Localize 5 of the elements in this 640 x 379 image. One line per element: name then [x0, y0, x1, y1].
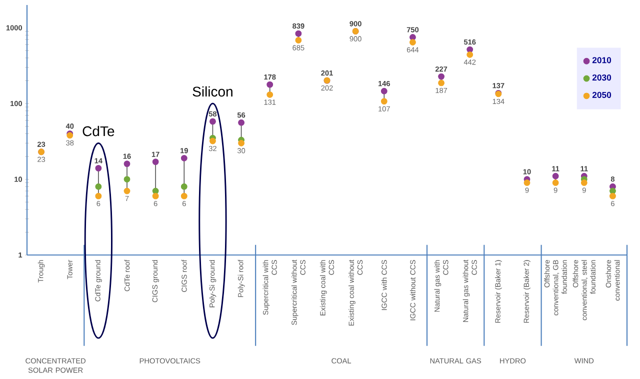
legend-label: 2010: [592, 57, 612, 64]
annotation: CdTe: [82, 126, 114, 136]
legend-label: 2030: [592, 74, 612, 81]
legend-label: 2050: [592, 92, 612, 98]
annotation: Silicon: [192, 86, 232, 97]
